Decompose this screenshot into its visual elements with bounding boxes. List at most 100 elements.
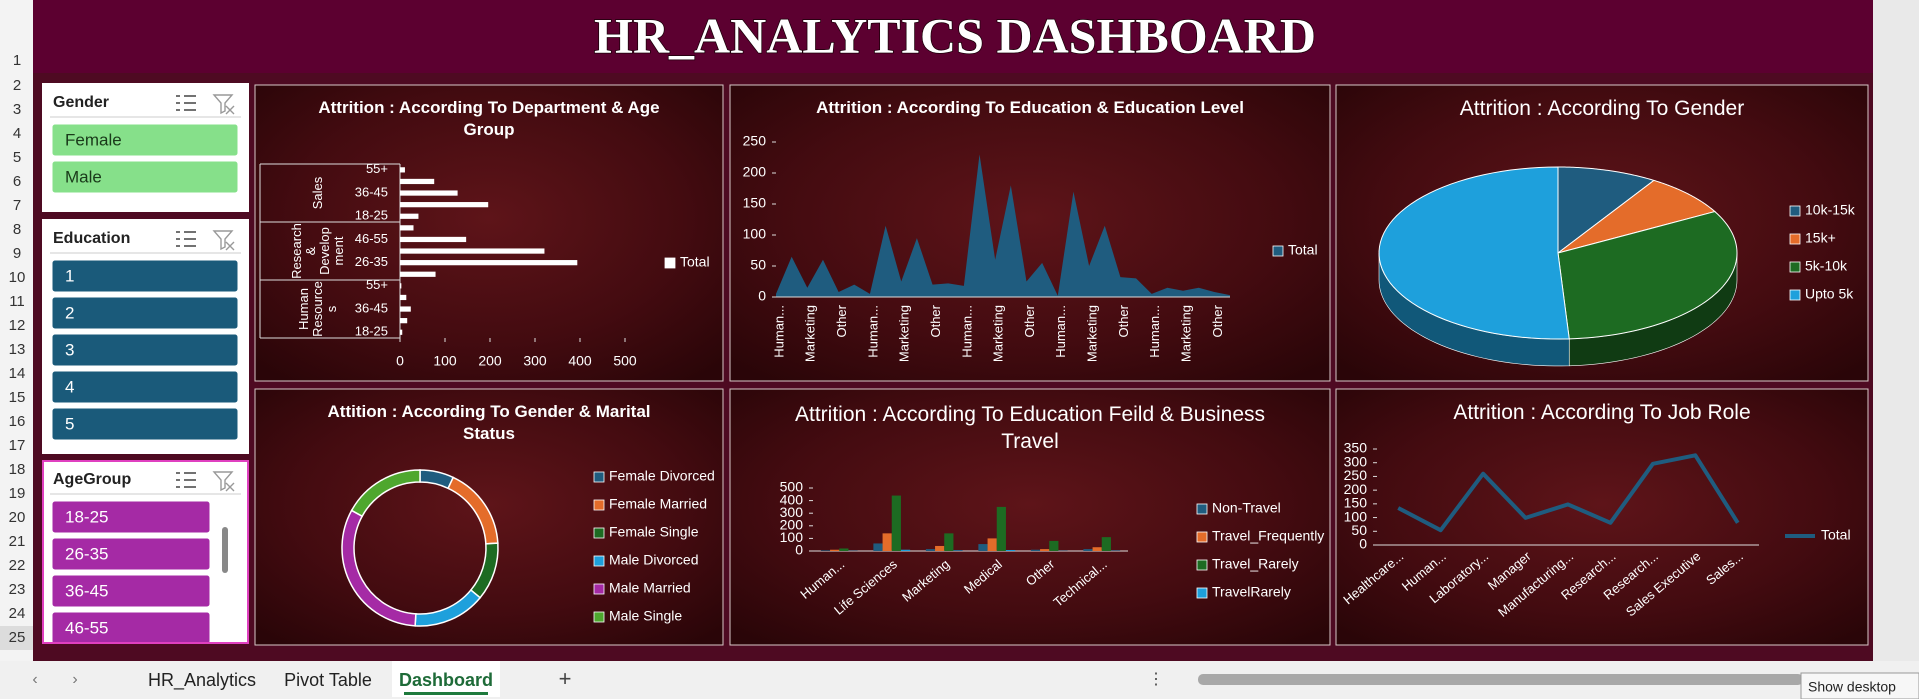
clear-filter-icon[interactable] [212,94,235,115]
slicer-item-label[interactable]: 36-45 [65,581,108,600]
x-tick-label: Human... [959,305,974,358]
slicer-item[interactable] [51,537,211,571]
row-number: 8 [13,221,21,238]
clear-filter-icon[interactable] [212,471,235,492]
legend-swatch [1196,503,1208,515]
bar [400,271,436,277]
chart-title-box: Attrition : According To Job Role [1453,401,1750,424]
multi-select-icon[interactable] [176,95,196,111]
y-tick-label: 55+ [366,277,388,292]
bar [400,260,578,266]
slicer-item[interactable] [51,407,239,441]
row-number: 24 [9,605,26,622]
bar [1005,549,1016,551]
legend-swatch [593,611,605,623]
sheet-tab[interactable]: Dashboard [399,670,493,690]
row-number: 20 [9,509,26,526]
bar [400,225,414,231]
row-number: 5 [13,149,21,166]
sheet-tab[interactable]: Pivot Table [284,670,372,690]
group-label-box: Research & Development [290,223,346,279]
bar [944,533,954,551]
row-selected [0,626,33,650]
bar [820,550,831,551]
slicer-item[interactable] [51,574,211,608]
y-tick-label: 150 [743,195,767,211]
bar [1101,537,1111,551]
row-number: 19 [9,485,26,502]
legend-label: Non-Travel [1212,500,1281,516]
slicer-item-label[interactable]: 2 [65,303,74,322]
add-sheet[interactable]: + [559,666,572,691]
legend-swatch [593,527,605,539]
slicer-item[interactable] [51,370,239,404]
slicer-item[interactable] [51,296,239,330]
row-number: 3 [13,101,21,118]
y-tick-label: 200 [1344,481,1368,497]
slicer-item[interactable] [51,333,239,367]
sheet-tab[interactable]: HR_Analytics [148,670,256,691]
multi-select-icon[interactable] [176,472,196,488]
y-tick-label: 18-25 [355,208,388,223]
y-tick-label: 300 [1344,453,1368,469]
x-tick-label: Marketing [1085,305,1100,362]
slicer-item[interactable] [51,160,239,194]
row-number: 25 [9,629,26,646]
slicer-item-label[interactable]: 5 [65,414,74,433]
slicer-item-label[interactable]: 46-55 [65,618,108,637]
legend-label: 5k-10k [1805,258,1848,274]
legend-swatch [593,471,605,483]
legend-swatch [593,499,605,511]
row-number: 22 [9,557,26,574]
bar [1030,549,1041,551]
active-tab [392,661,500,697]
row-number: 13 [9,341,26,358]
chart-title: Attrition : According To Department & Ag… [318,98,660,139]
multi-select-icon[interactable] [176,231,196,247]
slicer-item-label[interactable]: Male [65,167,102,186]
legend-swatch [1789,289,1801,301]
tab-next[interactable]: › [72,671,77,688]
clear-filter-icon[interactable] [212,230,235,251]
more-options[interactable]: ⋮ [1148,671,1164,688]
slicer-item[interactable] [51,259,239,293]
slicer-item-label[interactable]: 18-25 [65,507,108,526]
slicer-item-label[interactable]: 26-35 [65,544,108,563]
row-number: 10 [9,269,26,286]
slicer-item[interactable] [51,123,239,157]
row-header [0,0,33,661]
y-tick-label: 150 [1344,495,1368,511]
x-tick-label: Other [834,304,849,337]
legend-swatch [593,583,605,595]
row-number: 4 [13,125,21,142]
y-tick-label: 100 [743,226,767,242]
bar [1040,549,1050,551]
x-tick-label: Other [928,304,943,337]
tooltip-bg [1800,672,1919,699]
h-scrollbar[interactable] [1198,674,1803,685]
chart-title: Attition : According To Gender & Marital… [327,402,651,443]
right-gutter [1873,0,1919,661]
legend-swatch [1196,531,1208,543]
legend-swatch [1272,245,1284,257]
slicer-title: Education [53,230,130,247]
chart-title-box: Attrition : According To Education Feild… [795,403,1265,453]
x-tick-label: Human... [771,305,786,358]
tab-prev[interactable]: ‹ [32,671,37,688]
bar [891,495,901,551]
x-tick-label: 400 [568,353,592,369]
y-tick-label: 18-25 [355,324,388,339]
slicer-item-label[interactable]: 1 [65,266,74,285]
row-number: 23 [9,581,26,598]
bar [839,548,849,551]
bar [400,248,545,254]
slicer-item[interactable] [51,611,211,644]
slicer-item-label[interactable]: 3 [65,340,74,359]
slicer-item-label[interactable]: Female [65,130,122,149]
legend-label: Total [1288,242,1318,258]
slicer-item[interactable] [51,500,211,534]
slicer-scrollbar[interactable] [222,527,228,573]
group-label-box: Human Resources [296,281,339,337]
y-tick-label: 500 [780,479,804,495]
slicer-item-label[interactable]: 4 [65,377,74,396]
